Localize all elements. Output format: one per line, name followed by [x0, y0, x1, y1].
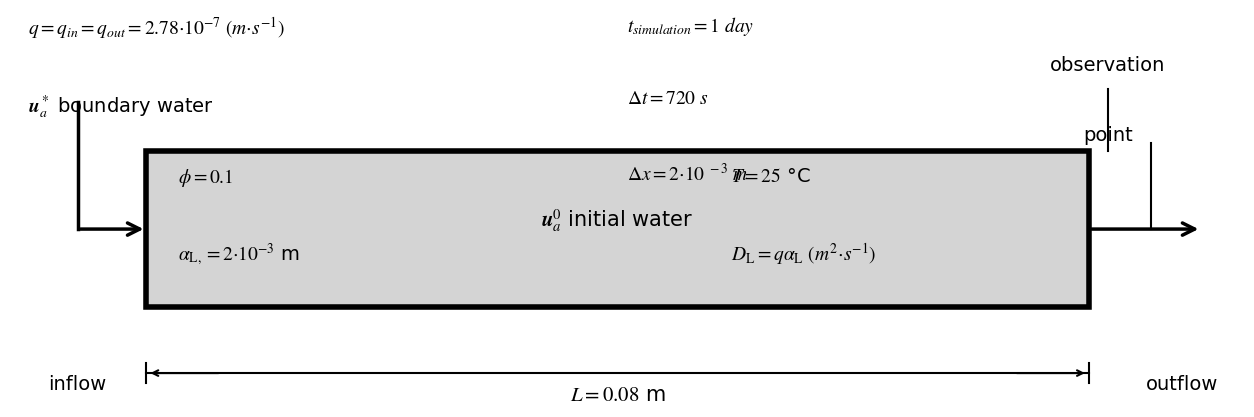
Text: outflow: outflow	[1146, 374, 1219, 394]
Text: $\Delta x = 2{\cdot}10^{\ -3}\ m$: $\Delta x = 2{\cdot}10^{\ -3}\ m$	[627, 163, 749, 185]
Text: $\boldsymbol{u}_a^*$ boundary water: $\boldsymbol{u}_a^*$ boundary water	[28, 93, 213, 121]
Text: inflow: inflow	[49, 374, 107, 394]
Text: $L = 0.08$ m: $L = 0.08$ m	[569, 385, 666, 405]
Text: $\phi{=}0.1$: $\phi{=}0.1$	[178, 167, 233, 189]
Text: observation: observation	[1050, 56, 1165, 75]
Bar	[147, 151, 1088, 307]
Text: $\Delta t = 720\ s$: $\Delta t = 720\ s$	[627, 89, 709, 108]
Text: $\alpha_{\mathrm{L,}}{=}2{\cdot}10^{-3}$ m: $\alpha_{\mathrm{L,}}{=}2{\cdot}10^{-3}$…	[178, 241, 300, 268]
Text: $t_{simulation} = 1\ \mathit{day}$: $t_{simulation} = 1\ \mathit{day}$	[627, 15, 754, 38]
Text: $D_{\mathrm{L}} = q\alpha_{\mathrm{L}}\ (m^2{\cdot}s^{-1})$: $D_{\mathrm{L}} = q\alpha_{\mathrm{L}}\ …	[731, 241, 877, 267]
Text: point: point	[1082, 126, 1132, 145]
Text: $q = q_{in} = q_{out} = 2.78{\cdot}10^{-7}\ (m{\cdot}s^{-1})$: $q = q_{in} = q_{out} = 2.78{\cdot}10^{-…	[28, 15, 285, 41]
Text: $T = 25$ °C: $T = 25$ °C	[731, 167, 810, 186]
Text: $\boldsymbol{u}_a^0$ initial water: $\boldsymbol{u}_a^0$ initial water	[542, 207, 693, 234]
